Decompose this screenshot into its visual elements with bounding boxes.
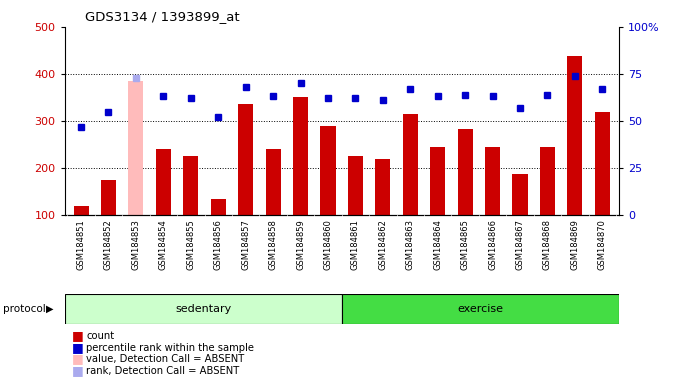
Text: protocol: protocol [3,304,46,314]
Bar [183,156,199,215]
Bar [238,104,253,215]
Bar [403,114,418,215]
Text: GSM184870: GSM184870 [598,219,607,270]
Text: GSM184857: GSM184857 [241,219,250,270]
Text: ▶: ▶ [46,304,54,314]
Text: sedentary: sedentary [175,304,231,314]
Text: ■: ■ [71,329,83,343]
Text: GSM184854: GSM184854 [159,219,168,270]
Text: ■: ■ [71,353,83,366]
Bar [293,98,308,215]
Text: GSM184866: GSM184866 [488,219,497,270]
Text: GSM184867: GSM184867 [515,219,524,270]
Text: GSM184862: GSM184862 [378,219,388,270]
Bar [342,294,619,324]
Bar [540,147,555,215]
Text: GSM184868: GSM184868 [543,219,552,270]
Bar [129,81,143,215]
Bar [320,126,335,215]
Text: exercise: exercise [457,304,503,314]
Text: GSM184865: GSM184865 [460,219,470,270]
Text: percentile rank within the sample: percentile rank within the sample [86,343,254,353]
Text: GDS3134 / 1393899_at: GDS3134 / 1393899_at [85,10,239,23]
Bar [458,129,473,215]
Text: GSM184863: GSM184863 [406,219,415,270]
Text: GSM184853: GSM184853 [131,219,141,270]
Text: GSM184861: GSM184861 [351,219,360,270]
Text: ■: ■ [71,364,83,377]
Text: count: count [86,331,114,341]
Bar [73,206,88,215]
Text: GSM184856: GSM184856 [214,219,223,270]
Text: GSM184858: GSM184858 [269,219,277,270]
Bar [595,112,610,215]
Bar [65,294,342,324]
Text: GSM184864: GSM184864 [433,219,442,270]
Bar [266,149,281,215]
Text: GSM184851: GSM184851 [77,219,86,270]
Text: GSM184869: GSM184869 [571,219,579,270]
Bar [375,159,390,215]
Bar [485,147,500,215]
Bar [348,156,363,215]
Text: GSM184852: GSM184852 [104,219,113,270]
Text: GSM184855: GSM184855 [186,219,195,270]
Text: ■: ■ [71,341,83,354]
Bar [156,149,171,215]
Bar [101,180,116,215]
Bar [567,56,583,215]
Text: value, Detection Call = ABSENT: value, Detection Call = ABSENT [86,354,245,364]
Text: GSM184859: GSM184859 [296,219,305,270]
Text: rank, Detection Call = ABSENT: rank, Detection Call = ABSENT [86,366,239,376]
Text: GSM184860: GSM184860 [324,219,333,270]
Bar [211,199,226,215]
Bar [513,174,528,215]
Bar [430,147,445,215]
